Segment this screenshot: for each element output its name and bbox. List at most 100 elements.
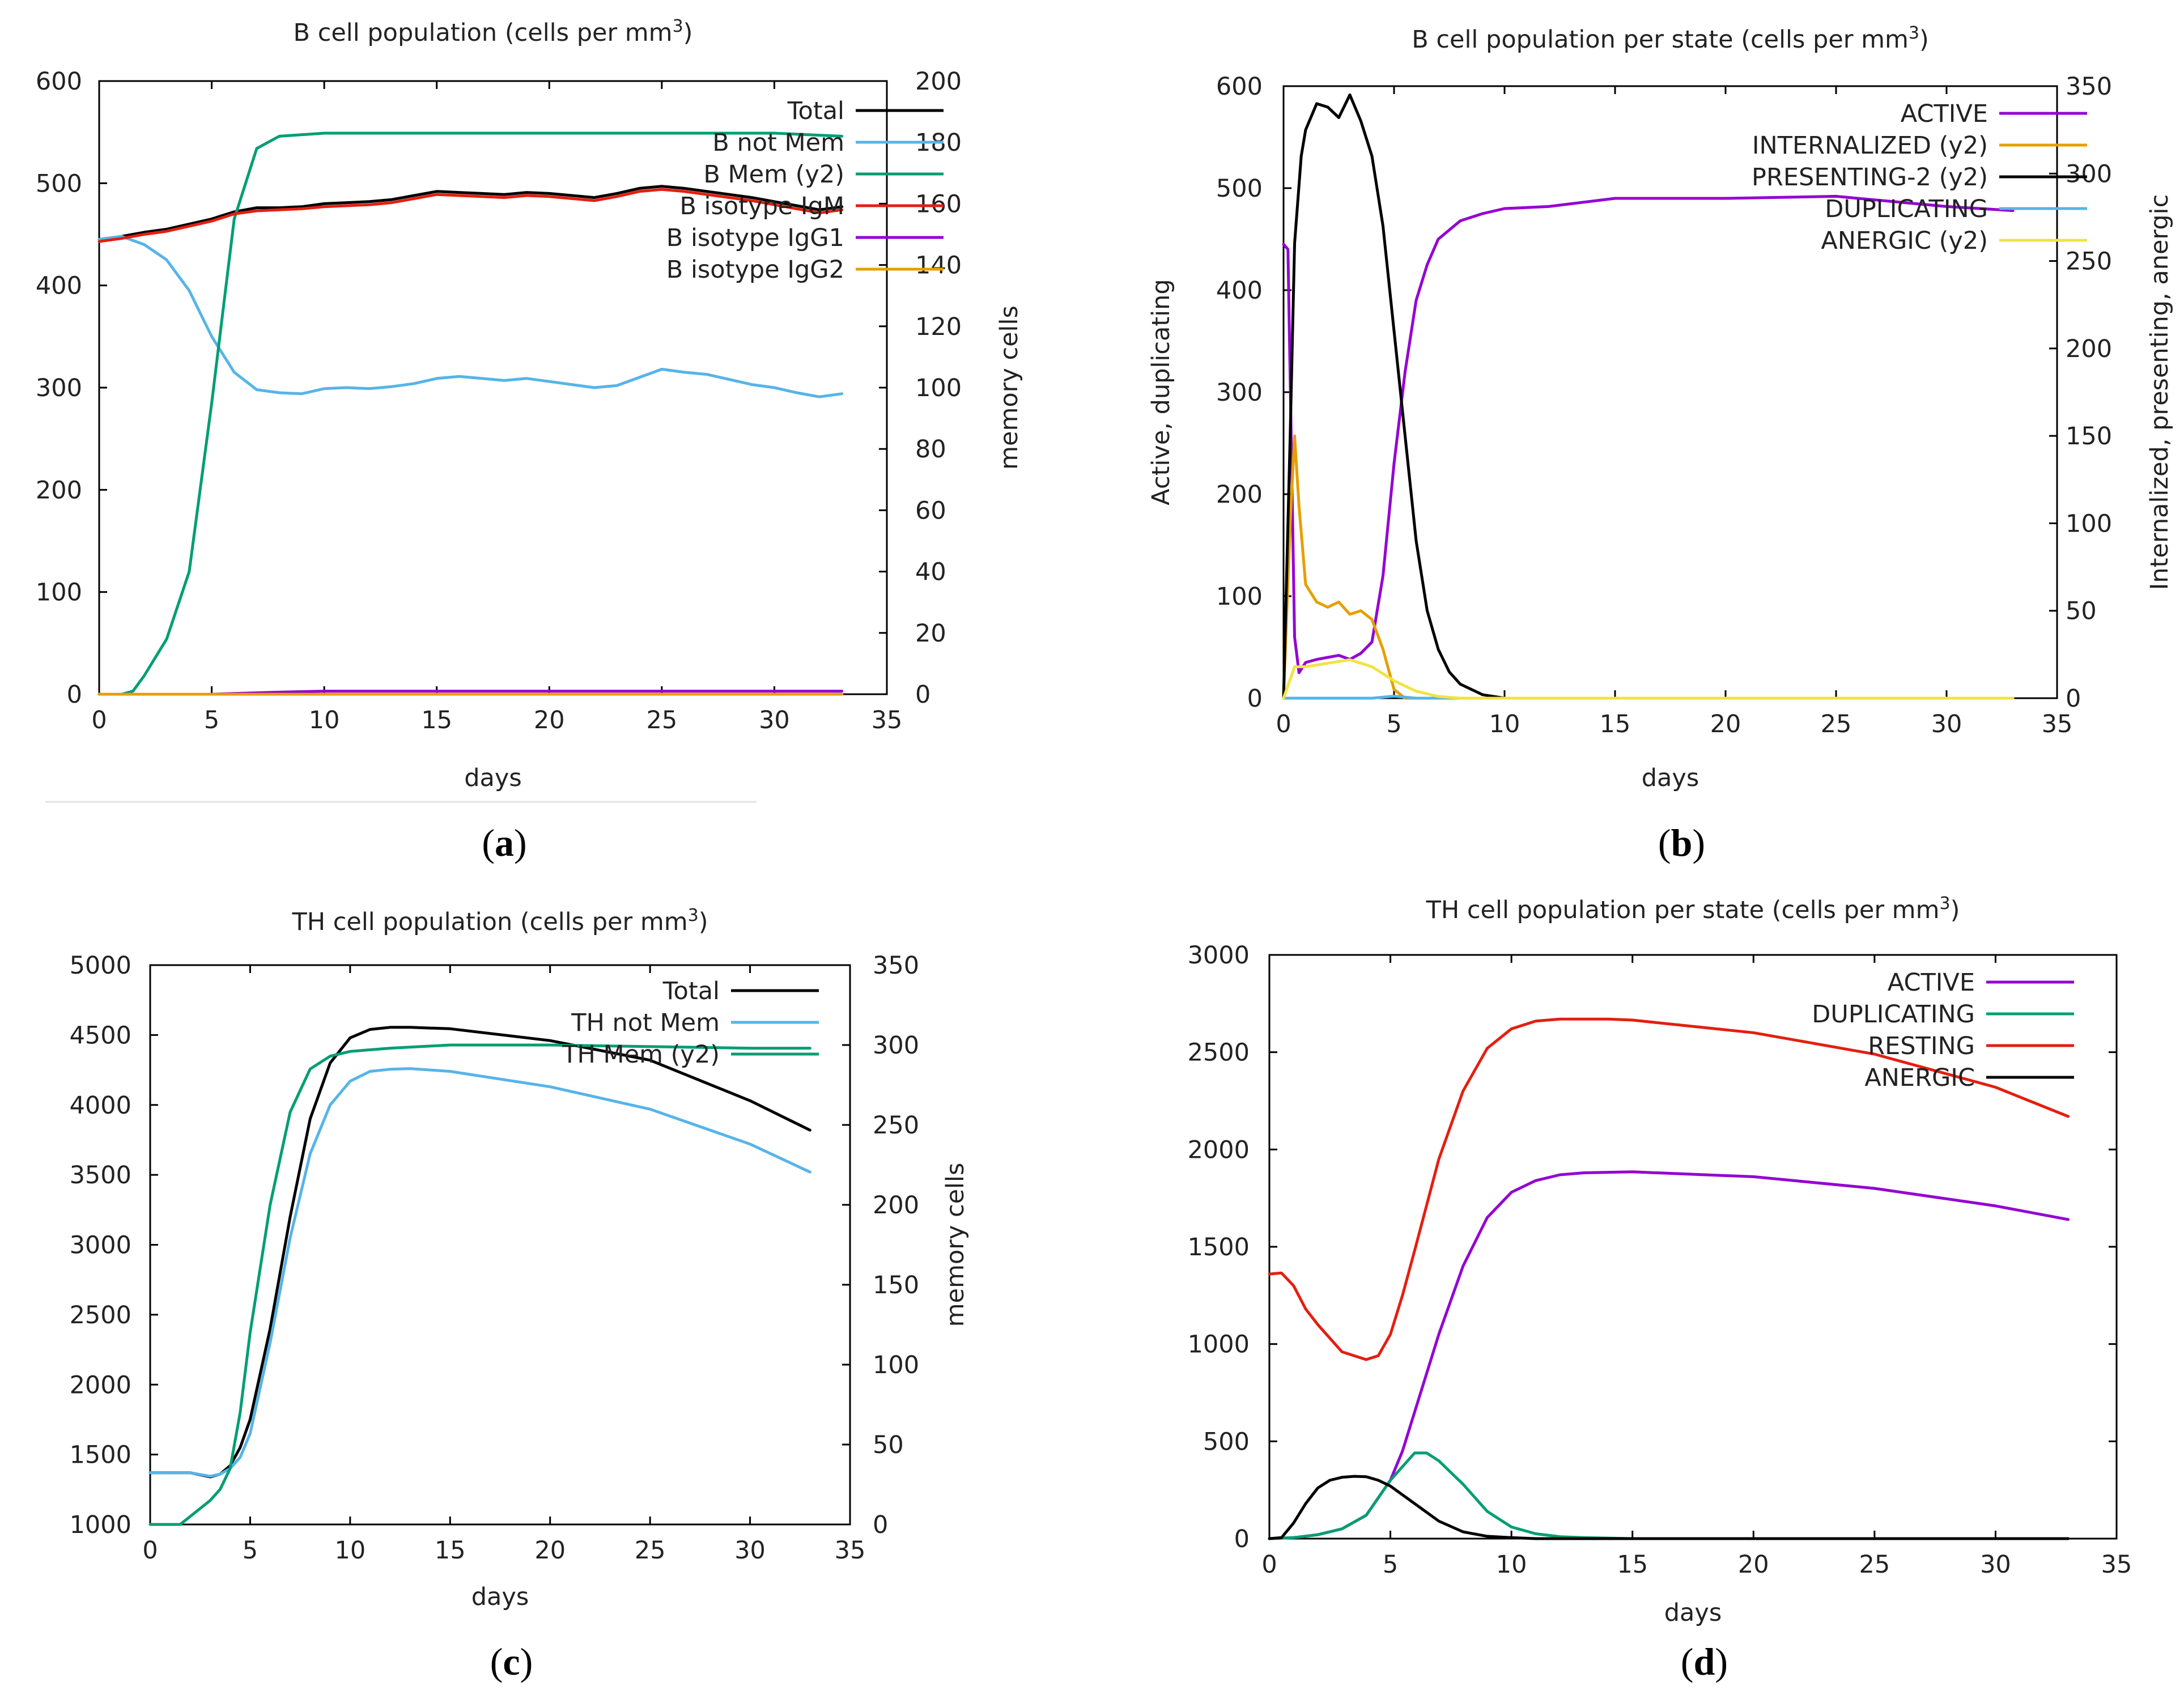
legend-label: B isotype IgG1 <box>666 224 844 252</box>
x-tick-label: 30 <box>1931 710 1962 738</box>
chart-title: B cell population (cells per mm3) <box>294 16 693 47</box>
y2-tick-label: 120 <box>915 313 962 341</box>
x-tick-label: 15 <box>435 1536 466 1565</box>
chart-title-end: ) <box>683 19 693 47</box>
y-tick-label: 2500 <box>70 1301 131 1330</box>
y-tick-label: 4500 <box>70 1021 131 1050</box>
series-line-th-not-mem <box>148 1067 811 1478</box>
y-tick-label: 1000 <box>1188 1331 1250 1359</box>
y-tick-label: 1500 <box>1188 1233 1250 1261</box>
y2-axis-label: memory cells <box>941 1163 970 1327</box>
x-tick-label: 10 <box>1496 1551 1527 1579</box>
legend-label: ANERGIC <box>1864 1064 1975 1092</box>
chart-title-text: B cell population per state (cells per m… <box>1412 26 1909 54</box>
y-tick-label: 1500 <box>70 1441 131 1469</box>
x-tick-label: 5 <box>204 706 219 734</box>
chart-panel-d: TH cell population per state (cells per … <box>1188 894 2132 1683</box>
x-tick-label: 20 <box>534 706 565 734</box>
x-tick-label: 5 <box>243 1536 258 1565</box>
x-tick-label: 10 <box>1489 710 1520 738</box>
y2-tick-label: 0 <box>2066 685 2081 713</box>
y2-tick-label: 200 <box>873 1191 919 1220</box>
chart-title-superscript: 3 <box>1939 894 1950 914</box>
panel-label: (d) <box>1681 1640 1728 1683</box>
y2-tick-label: 100 <box>873 1351 919 1379</box>
x-tick-label: 25 <box>635 1536 666 1565</box>
chart-title-end: ) <box>1919 26 1929 54</box>
chart-title: TH cell population (cells per mm3) <box>292 906 708 936</box>
legend-label: DUPLICATING <box>1825 195 1988 223</box>
x-tick-label: 35 <box>872 706 903 734</box>
y-tick-label: 0 <box>67 681 82 709</box>
y-tick-label: 100 <box>1216 583 1263 611</box>
y2-tick-label: 300 <box>873 1031 919 1060</box>
x-tick-label: 15 <box>1600 710 1631 738</box>
x-tick-label: 15 <box>421 706 452 734</box>
y2-tick-label: 350 <box>2066 73 2112 101</box>
x-tick-label: 30 <box>1980 1551 2011 1579</box>
legend-label: Total <box>787 97 844 125</box>
series-line-b-not-mem <box>97 235 844 398</box>
y2-tick-label: 200 <box>2066 335 2112 363</box>
y-tick-label: 600 <box>1216 73 1263 101</box>
chart-title-end: ) <box>699 908 708 936</box>
legend-label: TH Mem (y2) <box>562 1040 720 1069</box>
x-axis-label: days <box>464 764 522 792</box>
chart-panel-c: TH cell population (cells per mm3) 0 5 10 15… <box>70 906 970 1683</box>
y2-tick-label: 160 <box>915 190 962 218</box>
legend-label: Total <box>662 977 720 1005</box>
y2-tick-label: 140 <box>915 252 962 280</box>
y-tick-label: 200 <box>36 476 82 504</box>
y2-tick-label: 300 <box>2066 160 2112 188</box>
series-line-b-mem-y2 <box>97 131 844 696</box>
series-line-active <box>1282 194 2015 674</box>
y2-tick-label: 0 <box>873 1511 888 1539</box>
x-tick-label: 25 <box>1859 1551 1890 1579</box>
y2-tick-label: 200 <box>915 67 962 96</box>
y2-tick-label: 50 <box>873 1431 904 1459</box>
y-tick-label: 200 <box>1216 481 1263 509</box>
panel-letter: a <box>495 821 514 864</box>
x-tick-label: 15 <box>1617 1551 1648 1579</box>
y-axis-label: Active, duplicating <box>1147 279 1175 505</box>
x-tick-label: 5 <box>1383 1551 1398 1579</box>
chart-panel-b: B cell population per state (cells per m… <box>1147 23 2174 864</box>
x-tick-label: 25 <box>1821 710 1852 738</box>
y-tick-label: 500 <box>1203 1428 1250 1456</box>
y-tick-label: 500 <box>1216 175 1263 203</box>
y-tick-label: 600 <box>36 67 82 96</box>
chart-title: B cell population per state (cells per m… <box>1412 23 1929 54</box>
x-tick-label: 35 <box>835 1536 866 1565</box>
x-tick-label: 30 <box>734 1536 766 1565</box>
chart-panel-a: B cell population (cells per mm3) 0 5 10 15 2… <box>36 16 1023 864</box>
y2-tick-label: 100 <box>2066 509 2112 538</box>
x-tick-label: 5 <box>1386 710 1401 738</box>
series-line-b-isotype-igm <box>97 188 844 243</box>
y2-tick-label: 40 <box>915 558 946 587</box>
series-line-total <box>97 185 844 241</box>
panel-letter: c <box>503 1640 520 1683</box>
series-line-anergic <box>1268 1475 2070 1540</box>
panel-label: (a) <box>482 821 526 864</box>
y2-tick-label: 250 <box>2066 248 2112 276</box>
x-tick-label: 0 <box>1261 1551 1277 1579</box>
y2-tick-label: 100 <box>915 374 962 402</box>
y2-axis-label: memory cells <box>995 305 1023 470</box>
x-tick-label: 10 <box>334 1536 366 1565</box>
y-tick-label: 300 <box>1216 379 1263 407</box>
y-tick-label: 400 <box>1216 277 1263 305</box>
chart-title-text: TH cell population (cells per mm <box>292 908 688 936</box>
panel-label: (c) <box>490 1640 533 1683</box>
legend-label: DUPLICATING <box>1812 1000 1975 1029</box>
x-tick-label: 30 <box>759 706 790 734</box>
legend-label: RESTING <box>1868 1032 1975 1060</box>
y-tick-label: 3000 <box>70 1231 131 1260</box>
x-axis-label: days <box>471 1583 529 1611</box>
panel-letter: b <box>1671 821 1693 864</box>
series-line-anergic-y2 <box>1282 658 2015 700</box>
y2-tick-label: 350 <box>873 952 919 980</box>
chart-title-end: ) <box>1951 896 1960 924</box>
x-axis-label: days <box>1642 764 1699 792</box>
y-tick-label: 0 <box>1234 1525 1250 1553</box>
